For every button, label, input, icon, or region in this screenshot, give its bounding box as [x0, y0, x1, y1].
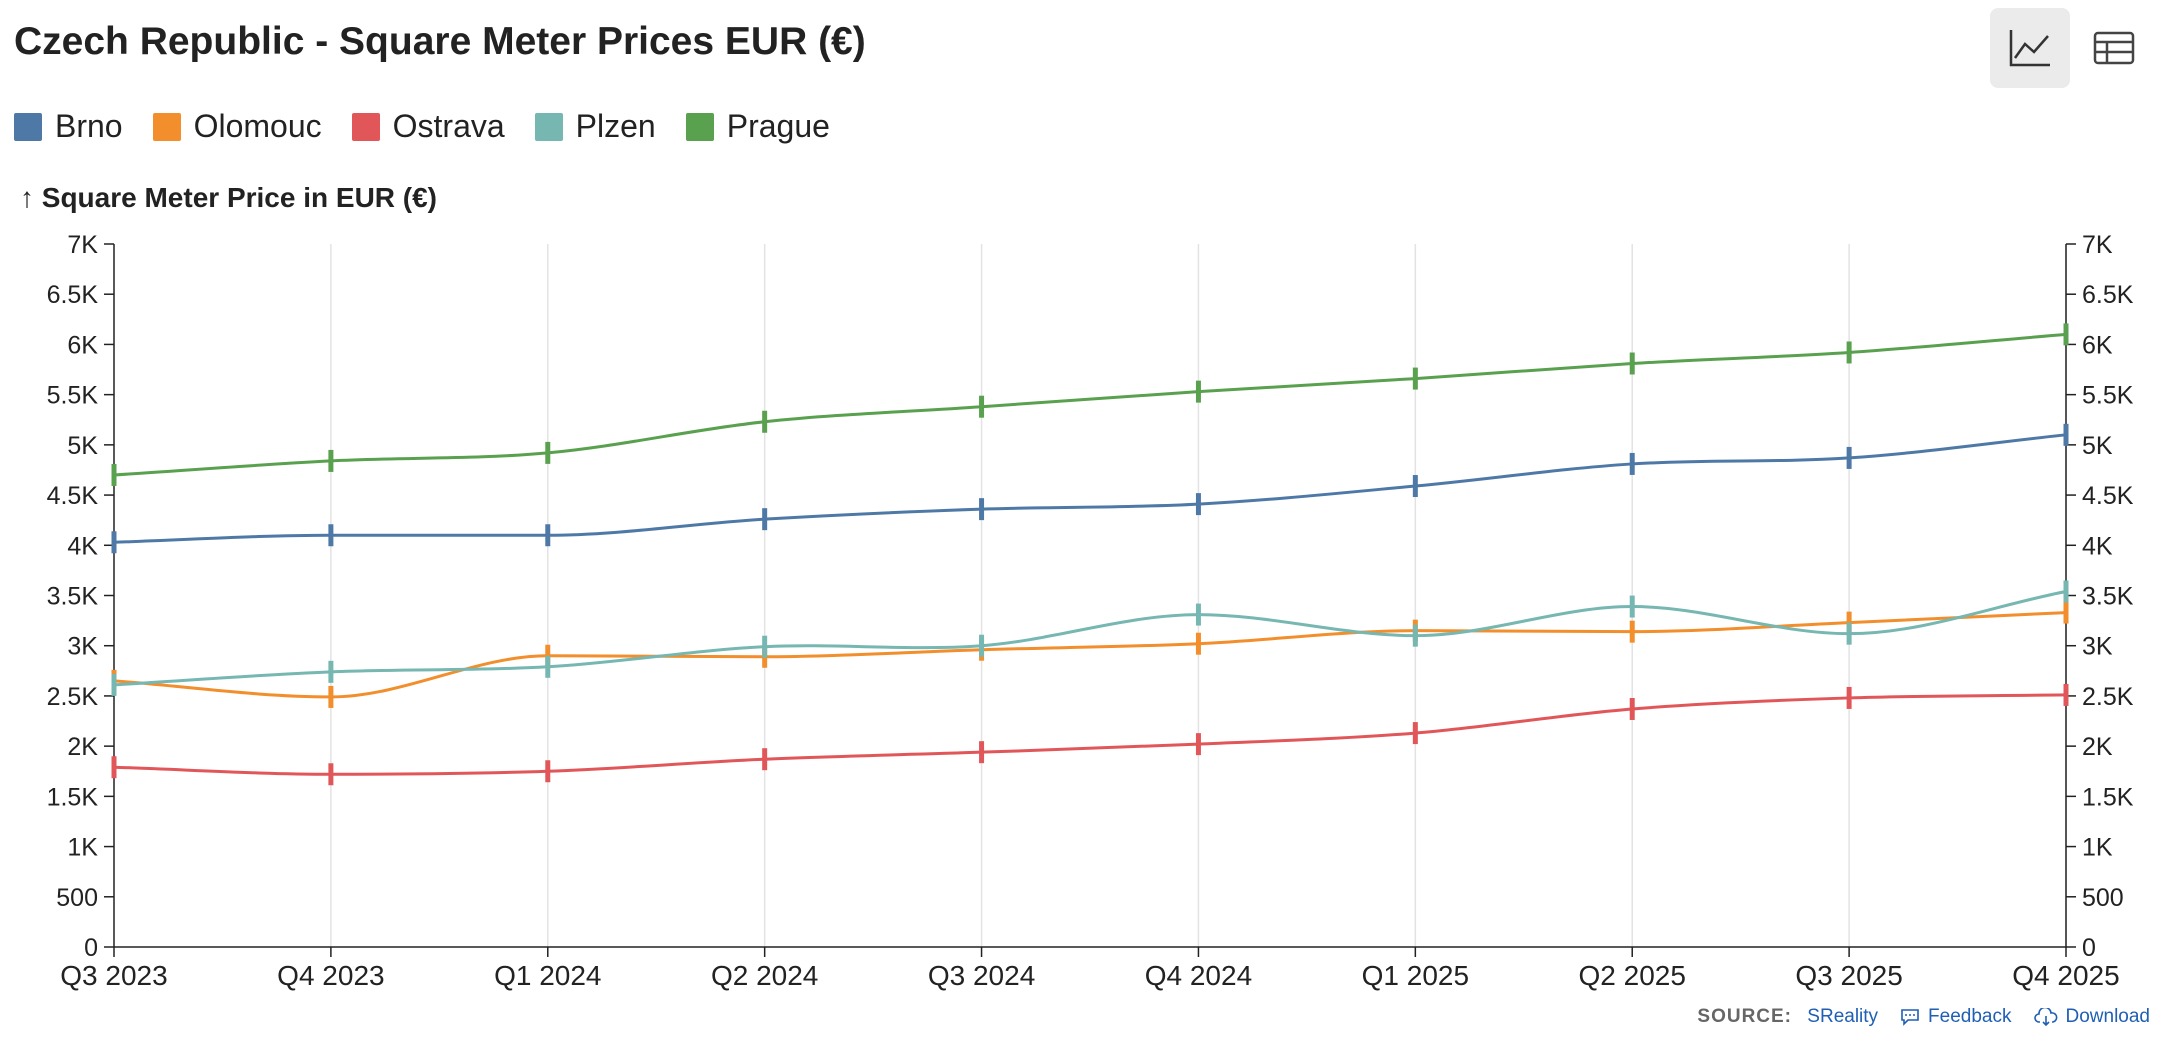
x-tick-label: Q1 2024: [494, 960, 601, 991]
y-tick-label-right: 5K: [2082, 432, 2113, 460]
table-view-button[interactable]: [2074, 8, 2154, 88]
view-toolbar: [1990, 8, 2154, 88]
chart-legend: Brno Olomouc Ostrava Plzen Prague: [14, 108, 830, 145]
y-tick-label-right: 6.5K: [2082, 281, 2134, 309]
y-tick-label-right: 500: [2082, 884, 2124, 912]
y-tick-label-right: 6K: [2082, 331, 2113, 359]
legend-item-brno[interactable]: Brno: [14, 108, 123, 145]
y-tick-label-right: 2.5K: [2082, 683, 2134, 711]
series-brno: [111, 423, 2069, 554]
legend-item-olomouc[interactable]: Olomouc: [152, 108, 322, 145]
legend-swatch-olomouc: [152, 112, 181, 141]
series-prague: [111, 323, 2069, 486]
legend-item-ostrava[interactable]: Ostrava: [351, 108, 505, 145]
legend-item-plzen[interactable]: Plzen: [534, 108, 656, 145]
y-tick-label-left: 6.5K: [47, 281, 99, 309]
table-icon: [2093, 31, 2135, 65]
series-line-olomouc: [113, 611, 2067, 699]
x-tick-label: Q3 2025: [1795, 960, 1902, 991]
y-tick-label-left: 5K: [67, 432, 98, 460]
y-tick-label-left: 6K: [67, 331, 98, 359]
legend-label-plzen: Plzen: [575, 108, 656, 144]
feedback-label: Feedback: [1928, 1006, 2012, 1027]
download-button[interactable]: Download: [2033, 1006, 2151, 1028]
download-label: Download: [2065, 1006, 2151, 1027]
y-tick-label-left: 0: [84, 934, 98, 962]
x-tick-label: Q2 2025: [1579, 960, 1686, 991]
y-tick-label-left: 7K: [67, 231, 98, 259]
x-tick-label: Q4 2024: [1145, 960, 1252, 991]
y-axis-label: ↑ Square Meter Price in EUR (€): [20, 182, 438, 213]
series-line-prague: [113, 332, 2067, 477]
x-tick-label: Q1 2025: [1362, 960, 1469, 991]
x-tick-label: Q4 2025: [2012, 960, 2119, 991]
y-tick-label-right: 1K: [2082, 834, 2113, 862]
grid-lines: [330, 244, 2067, 947]
legend-label-prague: Prague: [726, 108, 830, 144]
y-tick-label-right: 3K: [2082, 633, 2113, 661]
y-tick-label-right: 4.5K: [2082, 482, 2134, 510]
legend-swatch-plzen: [534, 112, 563, 141]
series-ostrava: [111, 683, 2069, 786]
feedback-button[interactable]: Feedback: [1900, 1006, 2012, 1028]
series-olomouc: [111, 601, 2069, 708]
y-tick-label-right: 4K: [2082, 532, 2113, 560]
legend-swatch-brno: [14, 112, 42, 141]
y-tick-label-left: 2K: [67, 733, 98, 761]
y-tick-label-left: 1.5K: [47, 783, 99, 811]
source-label: SOURCE:: [1697, 1006, 1793, 1027]
x-tick-label: Q4 2023: [277, 960, 384, 991]
y-tick-label-left: 1K: [67, 834, 98, 862]
legend-item-prague[interactable]: Prague: [685, 108, 830, 145]
series-line-brno: [113, 433, 2067, 544]
y-tick-label-left: 4.5K: [47, 482, 99, 510]
legend-swatch-ostrava: [351, 112, 380, 141]
y-tick-label-right: 7K: [2082, 231, 2113, 259]
y-tick-label-left: 5.5K: [47, 382, 99, 410]
y-tick-label-left: 2.5K: [47, 683, 99, 711]
y-tick-label-right: 1.5K: [2082, 783, 2134, 811]
series-line-ostrava: [113, 693, 2067, 776]
y-tick-label-right: 5.5K: [2082, 382, 2134, 410]
comment-icon: [1901, 1009, 1919, 1026]
legend-label-brno: Brno: [55, 108, 123, 144]
legend-label-olomouc: Olomouc: [193, 108, 322, 144]
cloud-download-icon: [2033, 1008, 2057, 1026]
line-chart: 0 0 500 500 1K 1K 1.5K 1.5K 2K 2K 2.5K 2.5K 3K 3K 3.5K…: [47, 231, 2134, 991]
y-tick-label-right: 2K: [2082, 733, 2113, 761]
chart-footer: SOURCE: SReality Feedback Download: [1697, 1006, 2150, 1028]
y-tick-label-left: 4K: [67, 532, 98, 560]
x-tick-label: Q3 2024: [928, 960, 1035, 991]
y-tick-label-left: 3K: [67, 633, 98, 661]
legend-swatch-prague: [685, 112, 714, 141]
legend-label-ostrava: Ostrava: [392, 108, 505, 144]
x-tick-label: Q2 2024: [711, 960, 818, 991]
y-tick-label-right: 3.5K: [2082, 583, 2134, 611]
source-info: SOURCE: SReality: [1697, 1006, 1878, 1028]
x-tick-label: Q3 2023: [60, 960, 167, 991]
y-tick-label-left: 500: [56, 884, 98, 912]
source-link[interactable]: SReality: [1807, 1006, 1879, 1027]
y-tick-label-right: 0: [2082, 934, 2096, 962]
line-chart-icon: [2009, 30, 2050, 67]
series-plzen: [111, 580, 2069, 696]
chart-title: Czech Republic - Square Meter Prices EUR…: [14, 20, 866, 63]
line-view-button[interactable]: [1990, 8, 2070, 88]
y-tick-label-left: 3.5K: [47, 583, 99, 611]
series-line-plzen: [113, 590, 2067, 687]
